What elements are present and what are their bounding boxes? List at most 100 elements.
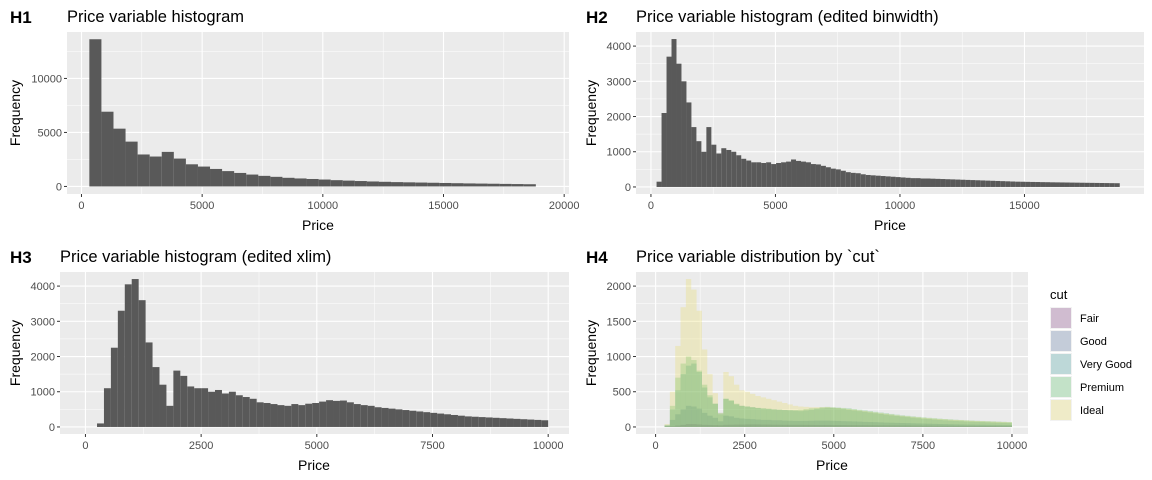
- histogram-bar: [856, 409, 863, 427]
- histogram-bar: [680, 374, 686, 427]
- histogram-bar: [899, 423, 906, 427]
- histogram-bar: [707, 397, 713, 427]
- histogram-bar: [291, 404, 299, 427]
- histogram-bar: [995, 421, 1002, 427]
- histogram-bar: [915, 417, 922, 427]
- histogram-bar: [851, 408, 857, 427]
- histogram-bar: [771, 164, 777, 187]
- histogram-bar: [1069, 182, 1075, 187]
- histogram-bar: [915, 416, 922, 427]
- x-tick-label: 10000: [533, 440, 564, 452]
- histogram-bar: [926, 423, 932, 427]
- histogram-bar: [830, 407, 836, 427]
- legend-key-bg: [1050, 330, 1072, 352]
- histogram-bar: [894, 414, 900, 427]
- x-tick-label: 15000: [1009, 200, 1040, 212]
- histogram-bar: [319, 401, 327, 427]
- histogram-bar: [717, 412, 724, 427]
- histogram-bar: [717, 414, 724, 427]
- histogram-bar: [664, 425, 670, 427]
- histogram-bar: [894, 415, 900, 427]
- histogram-bar: [723, 372, 729, 427]
- x-axis-label: Price: [298, 457, 330, 473]
- histogram-bar: [246, 174, 259, 187]
- y-axis-label: Frequency: [7, 80, 23, 146]
- histogram-bar: [1099, 183, 1105, 187]
- x-tick-label: 15000: [428, 200, 459, 212]
- histogram-bar: [680, 409, 686, 427]
- histogram-bar: [798, 409, 804, 427]
- histogram-bar: [830, 168, 836, 187]
- histogram-bar: [760, 424, 767, 427]
- x-axis-ticks: 0 2500 5000 7500 10000: [653, 434, 1027, 452]
- histogram-bar: [676, 63, 682, 187]
- histogram-bar: [855, 173, 861, 187]
- histogram-bar: [523, 184, 536, 187]
- histogram-bar: [803, 424, 809, 427]
- histogram-bar: [366, 181, 379, 187]
- y-tick-label: 0: [49, 422, 55, 434]
- histogram-bar: [728, 424, 734, 427]
- histogram-bar: [931, 418, 938, 427]
- histogram-bar: [744, 406, 751, 427]
- histogram-bar: [145, 342, 153, 427]
- histogram-bar: [1001, 422, 1007, 427]
- legend-key-bg: [1050, 353, 1072, 375]
- histogram-bar: [1020, 181, 1026, 187]
- histogram-bar: [234, 172, 247, 187]
- histogram-bar: [931, 425, 938, 427]
- histogram-bar: [711, 144, 717, 187]
- histogram-bar: [974, 420, 980, 427]
- legend-key-bg: [1050, 307, 1072, 329]
- histogram-bar: [395, 409, 403, 427]
- series-premium: [664, 356, 1012, 427]
- histogram-bar: [739, 418, 745, 427]
- histogram-bar: [851, 425, 857, 427]
- histogram-bar: [696, 310, 702, 427]
- histogram-bar: [1001, 421, 1007, 427]
- histogram-bar: [803, 420, 809, 427]
- histogram-bar: [451, 183, 464, 187]
- histogram-bar: [787, 404, 793, 427]
- histogram-bar: [963, 421, 970, 427]
- histogram-bar: [969, 421, 975, 427]
- histogram-bar: [388, 408, 396, 427]
- histogram-bar: [464, 416, 472, 427]
- histogram-bar: [1084, 182, 1090, 187]
- histogram-bar: [875, 175, 881, 187]
- histogram-bar: [527, 419, 535, 427]
- histogram-bar: [755, 407, 761, 427]
- histogram-bar: [766, 419, 772, 427]
- histogram-bar: [707, 395, 713, 427]
- histogram-bar: [846, 409, 852, 427]
- histogram-bar: [985, 421, 991, 427]
- histogram-bar: [691, 424, 697, 427]
- histogram-bar: [865, 174, 871, 187]
- histogram-bar: [846, 408, 852, 427]
- histogram-bar: [808, 420, 815, 427]
- histogram-bar: [889, 422, 895, 427]
- histogram-bar: [346, 402, 354, 427]
- histogram-bar: [910, 178, 916, 187]
- histogram-bar: [883, 413, 890, 427]
- histogram-bars: [656, 39, 1120, 187]
- histogram-bar: [947, 419, 954, 427]
- histogram-bar: [1109, 183, 1115, 187]
- histogram-bar: [766, 424, 772, 427]
- histogram-bar: [776, 401, 783, 427]
- histogram-bar: [937, 423, 943, 427]
- y-tick-label: 1500: [607, 316, 631, 328]
- histogram-bar: [755, 424, 761, 427]
- histogram-bar: [801, 161, 806, 187]
- histogram-bar: [792, 405, 799, 427]
- histogram-bar: [926, 425, 932, 427]
- histogram-bar: [867, 411, 873, 427]
- histogram-bar: [894, 425, 900, 427]
- histogram-bar: [947, 420, 954, 427]
- histogram-bar: [685, 424, 692, 427]
- histogram-bar: [734, 404, 740, 427]
- histogram-bar: [751, 162, 757, 187]
- histogram-bar: [97, 423, 104, 427]
- histogram-bar: [744, 418, 751, 427]
- y-axis-ticks: 0 1000 2000 3000 4000: [607, 41, 636, 194]
